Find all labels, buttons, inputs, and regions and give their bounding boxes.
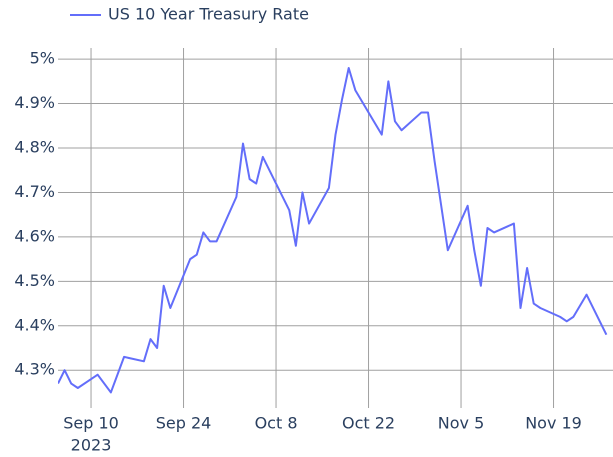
legend-label: US 10 Year Treasury Rate: [108, 5, 309, 24]
y-tick-label: 4.3%: [14, 360, 55, 379]
grid: [58, 48, 613, 408]
x-tick-label: Nov 19: [525, 414, 582, 433]
plot-area: [58, 67, 608, 394]
y-tick-label: 4.5%: [14, 271, 55, 290]
y-tick-label: 4.7%: [14, 182, 55, 201]
line-series: [58, 67, 608, 394]
y-tick-label: 4.6%: [14, 226, 55, 245]
x-tick-label: Oct 22: [342, 414, 395, 433]
y-tick-label: 4.8%: [14, 138, 55, 157]
x-tick-label: Sep 24: [156, 414, 212, 433]
x-tick-label: Sep 10: [63, 414, 119, 433]
y-tick-label: 4.9%: [14, 93, 55, 112]
x-tick-label: Nov 5: [438, 414, 485, 433]
y-tick-label: 5%: [30, 49, 55, 68]
y-tick-label: 4.4%: [14, 315, 55, 334]
x-tick-label: Oct 8: [255, 414, 298, 433]
x-tick-sublabel: 2023: [71, 436, 112, 455]
